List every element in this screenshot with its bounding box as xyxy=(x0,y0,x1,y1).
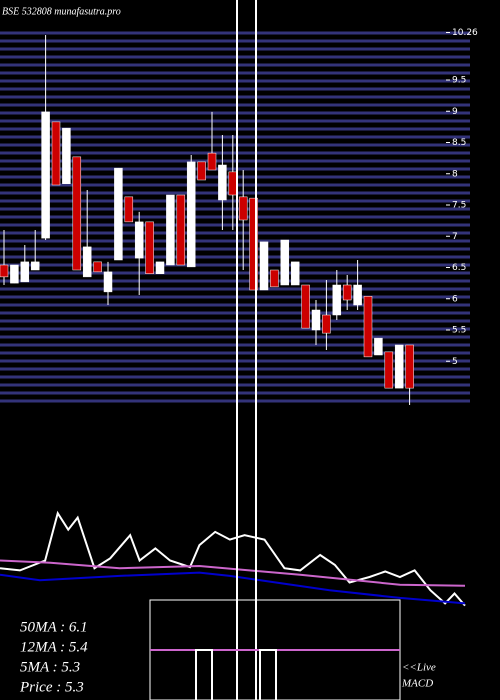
live-label: <<Live xyxy=(402,662,436,674)
candle-body xyxy=(155,261,165,274)
indicator-line xyxy=(0,571,466,605)
y-tick-label: 7 xyxy=(452,232,458,242)
candle-body xyxy=(342,284,352,301)
candle-body xyxy=(114,167,123,261)
candle-body xyxy=(394,344,404,389)
y-tick-label: 9 xyxy=(452,107,458,117)
candle-body xyxy=(0,264,9,278)
y-tick-label: 6.5 xyxy=(452,263,466,273)
candle-body xyxy=(238,196,248,221)
candle-body xyxy=(82,246,92,278)
candle-body xyxy=(301,284,310,329)
y-tick-label: 10.26 xyxy=(452,28,478,38)
candle-body xyxy=(280,239,290,286)
candle-body xyxy=(103,271,113,293)
candle-body xyxy=(332,284,342,316)
candle-body xyxy=(218,164,227,201)
candle-body xyxy=(62,127,71,184)
macd-label: MACD xyxy=(401,678,433,690)
candle-body xyxy=(207,152,217,171)
candle-body xyxy=(270,269,279,288)
info-text: 12MA : 5.4 xyxy=(20,639,88,655)
y-tick-label: 9.5 xyxy=(452,76,466,86)
candle-body xyxy=(41,111,50,239)
candle-body xyxy=(353,284,362,306)
candle-body xyxy=(363,296,373,358)
candle-body xyxy=(228,171,238,196)
candle-body xyxy=(186,161,196,268)
candle-body xyxy=(10,264,19,284)
candle-body xyxy=(30,261,40,271)
info-text: 50MA : 6.1 xyxy=(20,619,88,635)
info-text: Price : 5.3 xyxy=(19,679,84,695)
candle-body xyxy=(145,221,154,274)
candle-body xyxy=(405,344,414,389)
candle-body xyxy=(72,156,82,271)
y-tick-label: 8 xyxy=(452,169,458,179)
candle-body xyxy=(384,351,394,389)
candle-body xyxy=(374,337,383,356)
marks xyxy=(0,35,466,607)
macd-box xyxy=(149,599,401,700)
indicator-line xyxy=(0,559,466,587)
y-tick-label: 6 xyxy=(452,294,458,304)
candle-body xyxy=(51,121,61,186)
y-tick-label: 5.5 xyxy=(452,326,466,336)
candle-body xyxy=(311,309,321,331)
macd-bars xyxy=(195,649,277,700)
candle-body xyxy=(197,161,206,181)
y-tick-label: 7.5 xyxy=(452,201,466,211)
candle-body xyxy=(322,314,331,334)
chart-title: BSE 532808 munafasutra.pro xyxy=(2,6,121,17)
y-tick-label: 5 xyxy=(452,357,458,367)
candle-body xyxy=(166,194,175,266)
info-text: 5MA : 5.3 xyxy=(20,659,80,675)
candle-body xyxy=(124,196,134,223)
candle-body xyxy=(290,261,300,286)
candle-body xyxy=(249,197,258,291)
candle-body xyxy=(259,241,269,291)
candle-body xyxy=(176,194,186,266)
grid xyxy=(0,31,470,403)
indicator-line xyxy=(0,510,466,607)
candle-body xyxy=(134,221,144,259)
candle-body xyxy=(20,261,30,283)
y-tick-label: 8.5 xyxy=(452,138,466,148)
candle-body xyxy=(93,261,102,273)
